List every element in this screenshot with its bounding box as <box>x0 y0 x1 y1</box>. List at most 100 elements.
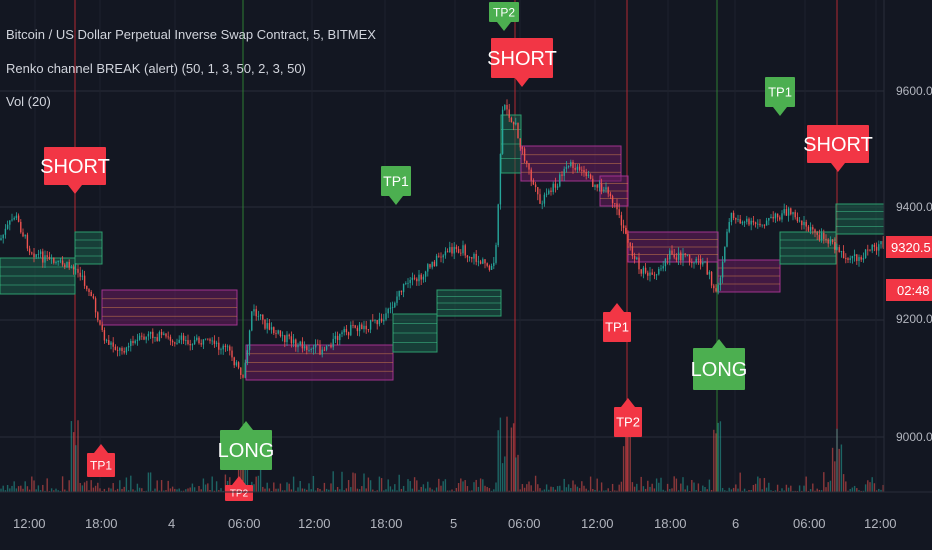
candle-body <box>482 259 484 264</box>
candle-body <box>427 264 429 272</box>
volume-bar <box>268 488 271 492</box>
time-tick: 4 <box>168 516 175 531</box>
candle-body <box>22 232 24 237</box>
candle-body <box>717 285 719 292</box>
candle-body <box>603 189 605 191</box>
candle-body <box>479 261 482 264</box>
candle-body <box>44 255 46 263</box>
volume-bar <box>306 489 308 492</box>
candle-body <box>554 183 557 188</box>
candle-body <box>138 335 141 340</box>
volume-bar <box>440 485 442 492</box>
candle-body <box>867 249 869 251</box>
volume-bar <box>493 489 495 492</box>
candle-body <box>798 220 801 222</box>
candle-body <box>719 277 722 286</box>
candle-body <box>528 163 530 170</box>
candle-body <box>517 122 519 139</box>
volume-bar <box>213 490 216 492</box>
volume-bar <box>328 489 330 492</box>
volume-bar <box>519 489 521 492</box>
signal-text: TP1 <box>605 320 629 335</box>
signal-box <box>381 166 411 196</box>
last-price-value: 9320.5 <box>891 240 931 255</box>
volume-bar <box>662 489 664 492</box>
volume-bar <box>433 490 436 492</box>
volume-bar <box>222 490 224 492</box>
candle-body <box>842 251 845 259</box>
volume-bar <box>603 490 605 492</box>
volume-bar <box>66 490 68 492</box>
candle-body <box>457 249 460 253</box>
volume-bar <box>185 489 187 492</box>
candle-body <box>189 344 191 346</box>
candle-body <box>222 345 224 350</box>
candle-body <box>627 233 629 243</box>
time-axis[interactable]: 12:00 18:00 4 06:00 12:00 18:00 5 06:00 … <box>0 491 932 531</box>
candle-body <box>191 344 194 346</box>
candle-body <box>651 272 653 275</box>
volume-bar <box>706 489 708 492</box>
volume-bar <box>354 473 356 492</box>
time-tick: 5 <box>450 516 457 531</box>
price-tick: 9600.0 <box>896 84 932 98</box>
volume-bar <box>770 490 772 492</box>
candle-body <box>468 257 471 258</box>
candle-body <box>638 257 640 270</box>
candle-body <box>860 257 862 260</box>
volume-bar <box>385 489 387 492</box>
candle-body <box>121 348 123 352</box>
legend-indicator[interactable]: Renko channel BREAK (alert) (50, 1, 3, 5… <box>6 61 306 76</box>
volume-bar <box>675 478 678 492</box>
volume-bar <box>814 490 816 492</box>
candle-body <box>532 180 535 185</box>
volume-bar <box>704 486 706 492</box>
candle-body <box>409 279 411 283</box>
volume-bar <box>823 472 825 492</box>
candle-body <box>314 344 317 348</box>
candle-body <box>273 327 275 334</box>
candle-body <box>334 335 337 339</box>
volume-bar <box>334 489 337 492</box>
volume-bar <box>695 490 697 492</box>
candle-body <box>198 337 200 344</box>
candle-body <box>174 342 176 344</box>
volume-bar <box>299 480 301 492</box>
volume-bar <box>506 416 508 492</box>
candle-body <box>662 266 664 269</box>
volume-bar <box>22 488 24 492</box>
volume-bar <box>182 490 185 492</box>
candle-body <box>838 247 840 252</box>
candle-body <box>757 223 759 225</box>
candle-body <box>108 340 110 345</box>
symbol-title: Bitcoin / US Dollar Perpetual Inverse Sw… <box>6 27 376 42</box>
volume-bar <box>530 485 532 492</box>
volume-bar <box>484 485 486 492</box>
legend-volume[interactable]: Vol (20) <box>6 94 51 109</box>
candle-body <box>284 335 286 343</box>
candle-body <box>248 330 251 351</box>
volume-bar <box>869 482 871 492</box>
volume-bar <box>11 485 13 492</box>
candle-body <box>702 262 704 265</box>
volume-bar <box>446 490 449 492</box>
candle-body <box>325 346 328 350</box>
volume-bar <box>625 431 627 492</box>
candle-body <box>356 327 359 332</box>
candle-body <box>691 262 693 264</box>
volume-bar <box>600 482 603 492</box>
volume-bar <box>398 474 400 492</box>
volume-bar <box>202 478 205 492</box>
volume-bar <box>187 488 189 492</box>
candle-body <box>86 285 88 290</box>
volume-bar <box>394 484 396 492</box>
volume-bar <box>191 483 194 492</box>
price-axis[interactable]: 9600.0 9400.0 9200.0 9000.0 9320.5 02:48 <box>883 0 932 492</box>
candle-body <box>515 122 517 125</box>
volume-bar <box>732 487 735 492</box>
time-tick: 6 <box>732 516 739 531</box>
legend-symbol[interactable]: Bitcoin / US Dollar Perpetual Inverse Sw… <box>6 27 376 42</box>
time-tick: 18:00 <box>85 516 118 531</box>
candle-body <box>347 332 350 336</box>
